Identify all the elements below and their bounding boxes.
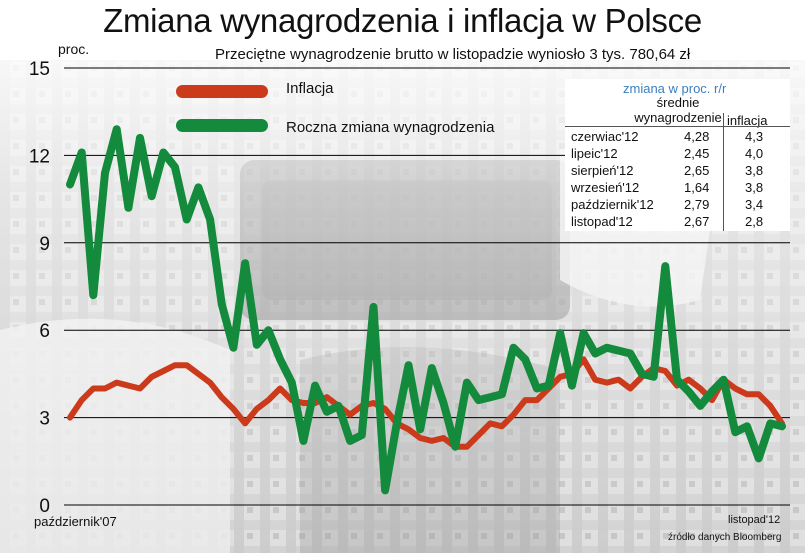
y-tick-label: 0	[39, 496, 50, 517]
table-cell-wages: 2,45	[684, 146, 710, 161]
source-note: źródło danych Bloomberg	[668, 532, 782, 543]
table-col-inflation: inflacja	[727, 113, 768, 128]
table-cell-inflation: 4,0	[745, 146, 764, 161]
table-cell-wages: 2,79	[684, 197, 710, 212]
table-cell-inflation: 3,8	[745, 163, 764, 178]
inflation-line	[67, 356, 785, 450]
y-axis-unit: proc.	[58, 41, 90, 57]
table-cell-month: listopad'12	[571, 214, 633, 229]
table-cell-inflation: 4,3	[745, 129, 764, 144]
table-col-divider	[723, 113, 724, 231]
legend-swatch-inflation	[176, 85, 268, 98]
table-header: zmiana w proc. r/r	[623, 81, 727, 96]
chart-subtitle: Przeciętne wynagrodzenie brutto w listop…	[215, 46, 691, 63]
legend-label-wages: Roczna zmiana wynagrodzenia	[286, 119, 495, 136]
table-divider	[565, 126, 790, 127]
table-cell-inflation: 3,4	[745, 197, 764, 212]
y-tick-label: 3	[39, 409, 50, 430]
y-tick-label: 6	[39, 321, 50, 342]
table-cell-wages: 2,67	[684, 214, 710, 229]
y-tick-label: 12	[29, 146, 50, 167]
table-cell-month: czerwiac'12	[571, 129, 639, 144]
table-cell-wages: 2,65	[684, 163, 710, 178]
table-cell-wages: 4,28	[684, 129, 710, 144]
table-cell-month: październik'12	[571, 197, 654, 212]
x-axis-end-label: listopad'12	[728, 514, 781, 526]
y-tick-label: 9	[39, 234, 50, 255]
wages-line	[66, 125, 786, 495]
table-cell-inflation: 2,8	[745, 214, 764, 229]
table-cell-inflation: 3,8	[745, 180, 764, 195]
table-cell-month: wrzesień'12	[571, 180, 640, 195]
chart-title: Zmiana wynagrodzenia i inflacja w Polsce	[103, 2, 702, 39]
table-col-wages: średnie wynagrodzenie	[634, 95, 722, 125]
table-cell-month: lipeic'12	[571, 146, 618, 161]
legend-label-inflation: Inflacja	[286, 80, 334, 97]
x-axis-start-label: październik'07	[34, 514, 117, 529]
table-cell-month: sierpień'12	[571, 163, 634, 178]
data-table: zmiana w proc. r/r średnie wynagrodzenie…	[565, 79, 790, 231]
y-tick-label: 15	[29, 59, 50, 80]
legend-swatch-wages	[176, 119, 268, 132]
table-cell-wages: 1,64	[684, 180, 710, 195]
